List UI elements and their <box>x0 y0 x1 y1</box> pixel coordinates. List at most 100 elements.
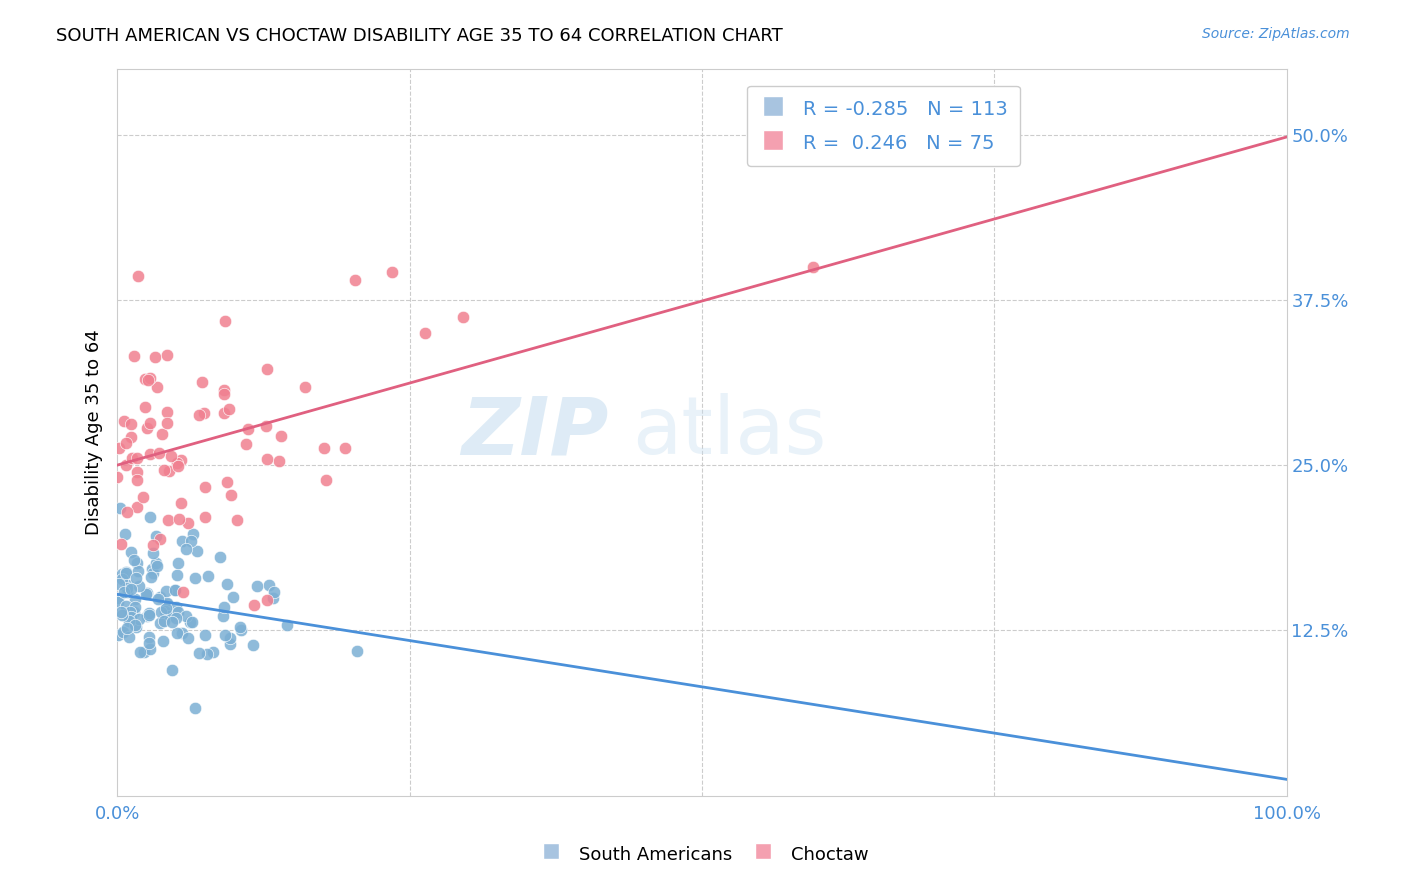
Point <box>136 372 159 386</box>
Point <box>153 463 176 477</box>
Point <box>256 452 278 467</box>
Point <box>120 545 142 559</box>
Point <box>127 556 149 570</box>
Point <box>193 406 215 420</box>
Point <box>127 564 149 578</box>
Point <box>143 350 166 364</box>
Point <box>177 516 200 530</box>
Point <box>156 348 179 362</box>
Point <box>191 376 214 390</box>
Point <box>135 609 157 624</box>
Point <box>111 572 134 586</box>
Point <box>202 645 225 659</box>
Point <box>169 512 191 526</box>
Point <box>194 509 217 524</box>
Point <box>138 606 160 620</box>
Point <box>156 606 179 620</box>
Point <box>157 513 180 527</box>
Point <box>118 630 141 644</box>
Point <box>263 584 285 599</box>
Point <box>170 453 193 467</box>
Point <box>148 445 170 459</box>
Point <box>122 553 145 567</box>
Point <box>120 430 142 444</box>
Point <box>121 451 143 466</box>
Point <box>294 380 316 394</box>
Point <box>135 587 157 601</box>
Point <box>184 700 207 714</box>
Point <box>134 372 156 386</box>
Point <box>194 628 217 642</box>
Point <box>139 370 162 384</box>
Point <box>125 465 148 479</box>
Point <box>211 609 233 624</box>
Point <box>217 475 239 489</box>
Point <box>413 326 436 340</box>
Point <box>166 456 188 470</box>
Point <box>174 542 197 557</box>
Point <box>159 609 181 624</box>
Point <box>107 594 129 608</box>
Point <box>127 268 149 283</box>
Point <box>276 617 298 632</box>
Point <box>112 414 135 428</box>
Point <box>170 625 193 640</box>
Point <box>246 579 269 593</box>
Legend: R = -0.285   N = 113, R =  0.246   N = 75: R = -0.285 N = 113, R = 0.246 N = 75 <box>747 86 1019 166</box>
Point <box>138 641 160 656</box>
Point <box>115 458 138 472</box>
Point <box>269 454 291 468</box>
Point <box>208 550 231 565</box>
Point <box>128 645 150 659</box>
Point <box>163 583 186 598</box>
Point <box>157 464 180 478</box>
Point <box>146 591 169 606</box>
Point <box>167 556 190 570</box>
Point <box>134 400 156 414</box>
Text: atlas: atlas <box>631 393 827 471</box>
Point <box>256 362 278 376</box>
Point <box>156 597 179 611</box>
Point <box>165 611 187 625</box>
Point <box>124 592 146 607</box>
Point <box>110 605 132 619</box>
Point <box>138 636 160 650</box>
Point <box>194 479 217 493</box>
Point <box>225 513 247 527</box>
Point <box>212 387 235 401</box>
Point <box>107 591 129 606</box>
Point <box>115 504 138 518</box>
Point <box>112 624 135 639</box>
Point <box>124 599 146 614</box>
Point <box>146 558 169 573</box>
Point <box>111 566 134 581</box>
Point <box>108 441 131 455</box>
Point <box>186 544 208 558</box>
Point <box>156 405 179 419</box>
Point <box>214 407 236 421</box>
Point <box>146 380 169 394</box>
Point <box>242 638 264 652</box>
Point <box>187 408 209 422</box>
Point <box>156 416 179 430</box>
Point <box>170 533 193 548</box>
Point <box>117 621 139 635</box>
Point <box>148 591 170 605</box>
Point <box>141 562 163 576</box>
Point <box>215 576 238 591</box>
Point <box>108 577 131 591</box>
Point <box>803 260 825 274</box>
Text: SOUTH AMERICAN VS CHOCTAW DISABILITY AGE 35 TO 64 CORRELATION CHART: SOUTH AMERICAN VS CHOCTAW DISABILITY AGE… <box>56 27 783 45</box>
Point <box>235 436 257 450</box>
Point <box>139 570 162 584</box>
Point <box>167 606 190 620</box>
Point <box>139 447 162 461</box>
Point <box>172 585 194 599</box>
Point <box>243 598 266 612</box>
Point <box>152 634 174 648</box>
Point <box>105 470 128 484</box>
Point <box>174 608 197 623</box>
Point <box>115 585 138 599</box>
Point <box>142 566 165 581</box>
Point <box>153 615 176 629</box>
